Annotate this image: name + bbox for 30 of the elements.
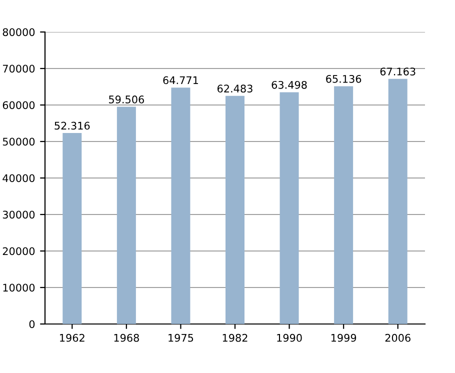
y-tick-label: 10000: [3, 284, 35, 292]
x-tick-label: 2006: [385, 334, 410, 342]
bar: [116, 106, 136, 324]
bar: [171, 88, 190, 324]
data-label: 62.483: [218, 84, 252, 93]
x-tick-label: 1962: [60, 334, 84, 342]
data-label: 67.163: [380, 68, 416, 76]
y-tick-label: 60000: [2, 101, 35, 110]
data-label: 59.506: [109, 96, 144, 104]
bar: [280, 92, 299, 324]
y-tick-label: 0: [29, 320, 35, 328]
x-tick-label: 1990: [277, 334, 302, 342]
x-tick-label: 1982: [222, 334, 248, 342]
y-tick-label: 20000: [2, 247, 35, 256]
x-tick-label: 1968: [114, 334, 139, 342]
y-tick-label: 70000: [2, 64, 35, 73]
data-label: 65.136: [326, 74, 362, 83]
y-tick-label: 80000: [2, 28, 35, 36]
data-label: 63.498: [272, 80, 307, 89]
bar: [226, 96, 244, 324]
y-tick-label: 40000: [2, 174, 35, 182]
x-tick-label: 1999: [331, 334, 356, 342]
x-tick-label: 1975: [168, 334, 194, 342]
data-label: 64.771: [163, 76, 198, 84]
bar: [62, 133, 82, 324]
bar: [388, 78, 408, 324]
y-tick-label: 30000: [2, 210, 35, 219]
data-label: 52.316: [54, 122, 90, 130]
y-tick-label: 50000: [2, 138, 35, 146]
bar: [334, 86, 354, 324]
